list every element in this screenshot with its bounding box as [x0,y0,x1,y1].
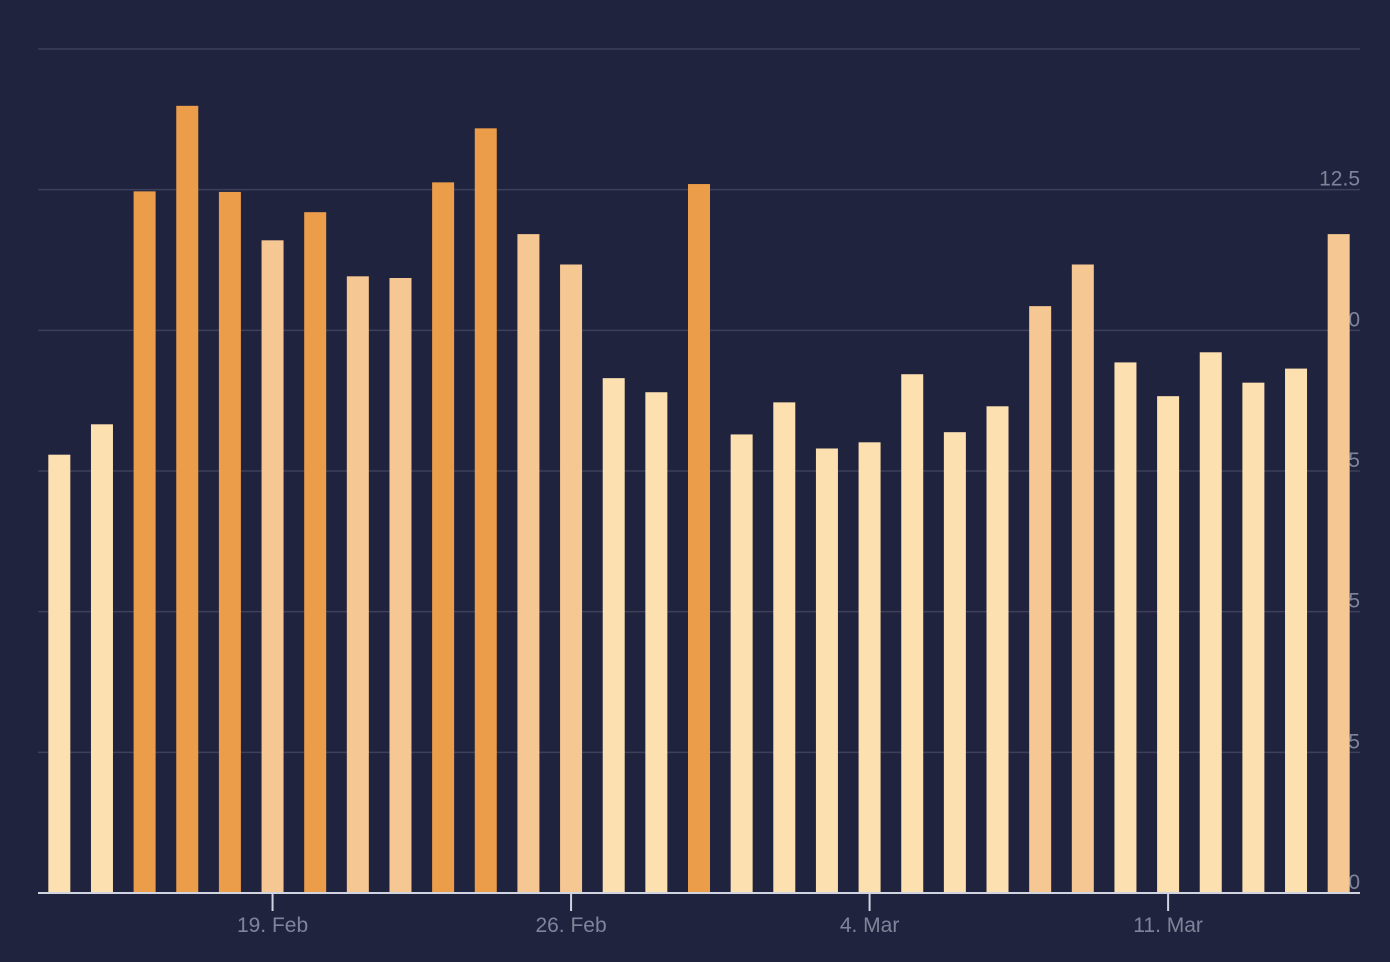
bar [133,191,156,893]
bar [773,402,796,893]
bar [176,105,199,893]
bar [1029,306,1052,893]
bar [1071,264,1094,893]
bar [901,374,924,894]
x-tick-label: 26. Feb [535,914,606,937]
bar [1114,362,1137,893]
bar [474,128,497,893]
bar [304,212,327,893]
bar [730,434,753,893]
bar [1285,368,1308,893]
x-tick-label: 19. Feb [237,914,308,937]
bar [261,240,284,894]
bar [1327,234,1350,894]
y-tick-label: 12.5 [1319,168,1360,191]
bar [986,406,1009,893]
x-tick-label: 11. Mar [1133,914,1203,937]
bar [90,424,113,893]
bar [560,264,583,893]
bar [1199,352,1222,893]
bar [943,432,966,893]
bar [1157,396,1180,893]
bar [815,448,838,893]
bar [432,182,455,894]
x-tick-label: 4. Mar [840,914,900,937]
bar [858,442,881,893]
bar [346,276,369,893]
bar [517,234,540,894]
bar [688,184,710,894]
bar [645,392,668,893]
y-tick-label: 0 [1348,871,1360,894]
bar [1242,382,1265,893]
bar [48,454,71,893]
bar [602,378,625,893]
bar [389,278,412,893]
bar [218,191,241,893]
y-tick-label: 5 [1348,590,1360,613]
